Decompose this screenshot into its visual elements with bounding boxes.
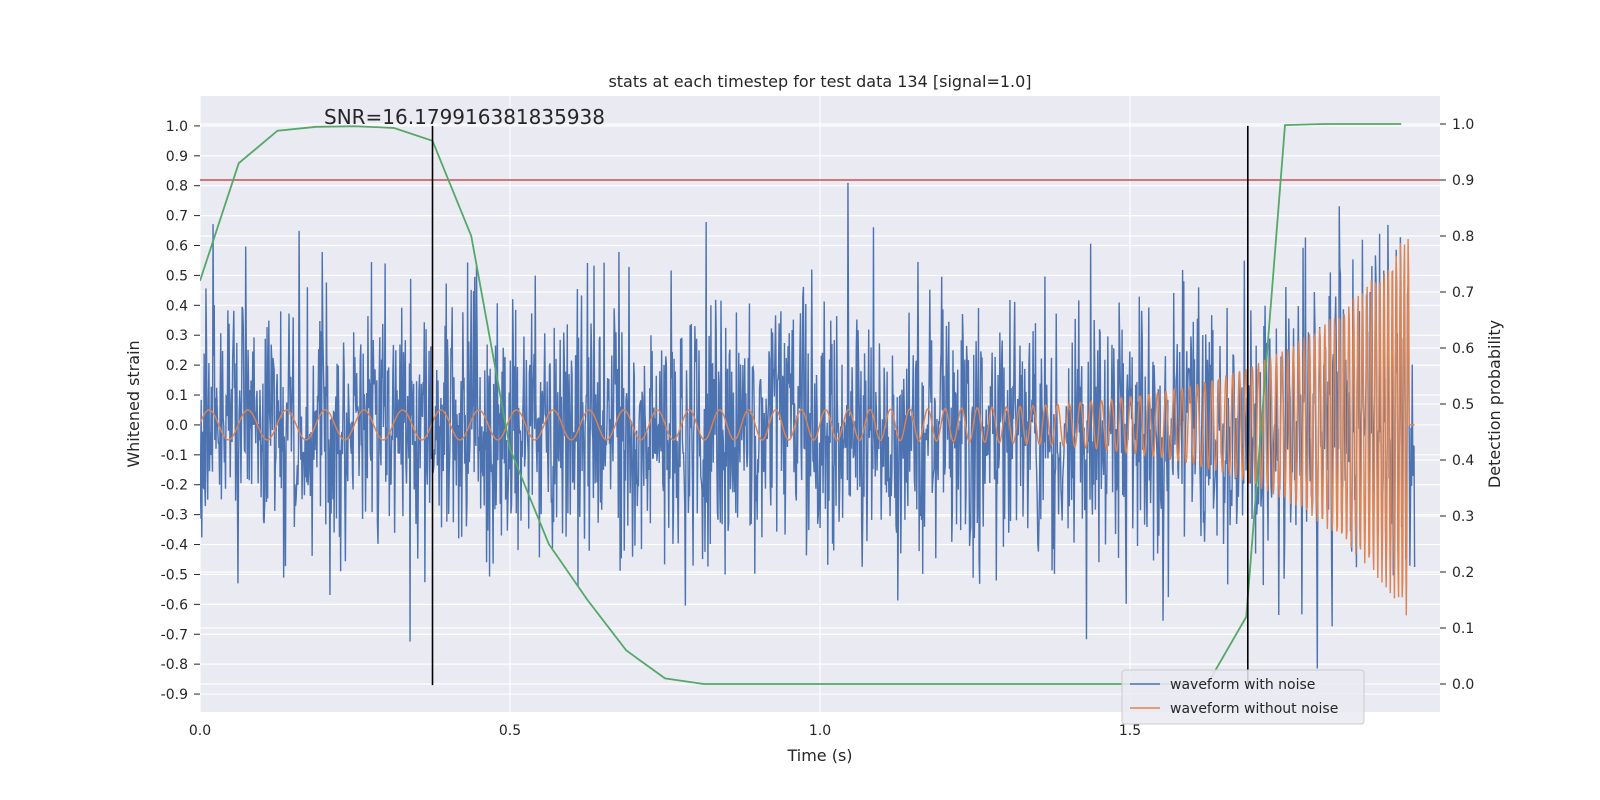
y-axis-label: Whitened strain: [124, 340, 143, 467]
y2-tick-label: 0.1: [1452, 621, 1474, 637]
legend-box: [1121, 669, 1365, 725]
y2-axis-label: Detection probability: [1485, 320, 1504, 488]
y-tick-label: 0.8: [166, 179, 188, 195]
y-tick-label: -0.4: [161, 538, 188, 554]
y2-tick-label: 0.4: [1452, 453, 1474, 469]
plot-layer: [200, 123, 1440, 686]
legend-label-noise: waveform with noise: [1170, 677, 1315, 693]
y2-tick-labels: 1.0 0.9 0.8 0.7 0.6 0.5 0.4 0.3 0.2 0.1 0.0: [1452, 117, 1474, 693]
x-tick-label: 1.5: [1119, 723, 1141, 739]
y-tick-label: -0.1: [161, 448, 188, 464]
y2-tick-label: 0.3: [1452, 509, 1474, 525]
y2-tick-label: 0.5: [1452, 397, 1474, 413]
y-tick-label: -0.6: [161, 597, 188, 613]
y-tick-label: 0.3: [166, 328, 188, 344]
y2-tick-label: 0.7: [1452, 285, 1474, 301]
snr-annotation: SNR=16.179916381835938: [324, 105, 605, 129]
y-tick-label: -0.3: [161, 508, 188, 524]
y2-tick-label: 0.6: [1452, 341, 1474, 357]
legend: waveform with noise waveform without noi…: [1121, 669, 1365, 725]
grid: [194, 96, 1446, 712]
y2-tick-label: 0.2: [1452, 565, 1474, 581]
x-tick-label: 0.0: [189, 723, 211, 739]
y-tick-label: 0.9: [166, 149, 188, 165]
series-waveform-with-noise: [200, 182, 1416, 669]
y-tick-labels: 1.0 0.9 0.8 0.7 0.6 0.5 0.4 0.3 0.2 0.1 0.0 -0.1 -0.…: [161, 119, 188, 703]
y-tick-label: 0.2: [166, 358, 188, 374]
x-tick-labels: 0.0 0.5 1.0 1.5: [189, 723, 1141, 739]
y2-tick-label: 0.8: [1452, 229, 1474, 245]
y2-tick-label: 0.9: [1452, 173, 1474, 189]
y-tick-label: -0.8: [161, 657, 188, 673]
y-tick-label: 1.0: [166, 119, 188, 135]
y-tick-label: 0.4: [166, 298, 188, 314]
x-axis-label: Time (s): [786, 746, 852, 765]
y-tick-label: 0.0: [166, 418, 188, 434]
y-tick-label: 0.6: [166, 239, 188, 255]
legend-label-clean: waveform without noise: [1170, 701, 1338, 717]
y-tick-label: -0.7: [161, 627, 188, 643]
y-tick-label: 0.7: [166, 209, 188, 225]
y-tick-label: -0.5: [161, 567, 188, 583]
y-tick-label: 0.1: [166, 388, 188, 404]
y2-tick-label: 0.0: [1452, 677, 1474, 693]
chart-title: stats at each timestep for test data 134…: [608, 72, 1031, 91]
x-tick-label: 1.0: [809, 723, 831, 739]
y-tick-label: 0.5: [166, 268, 188, 284]
y2-tick-label: 1.0: [1452, 117, 1474, 133]
x-tick-label: 0.5: [499, 723, 521, 739]
y-tick-label: -0.9: [161, 687, 188, 703]
series-waveform-without-noise: [200, 238, 1415, 616]
y-tick-label: -0.2: [161, 478, 188, 494]
